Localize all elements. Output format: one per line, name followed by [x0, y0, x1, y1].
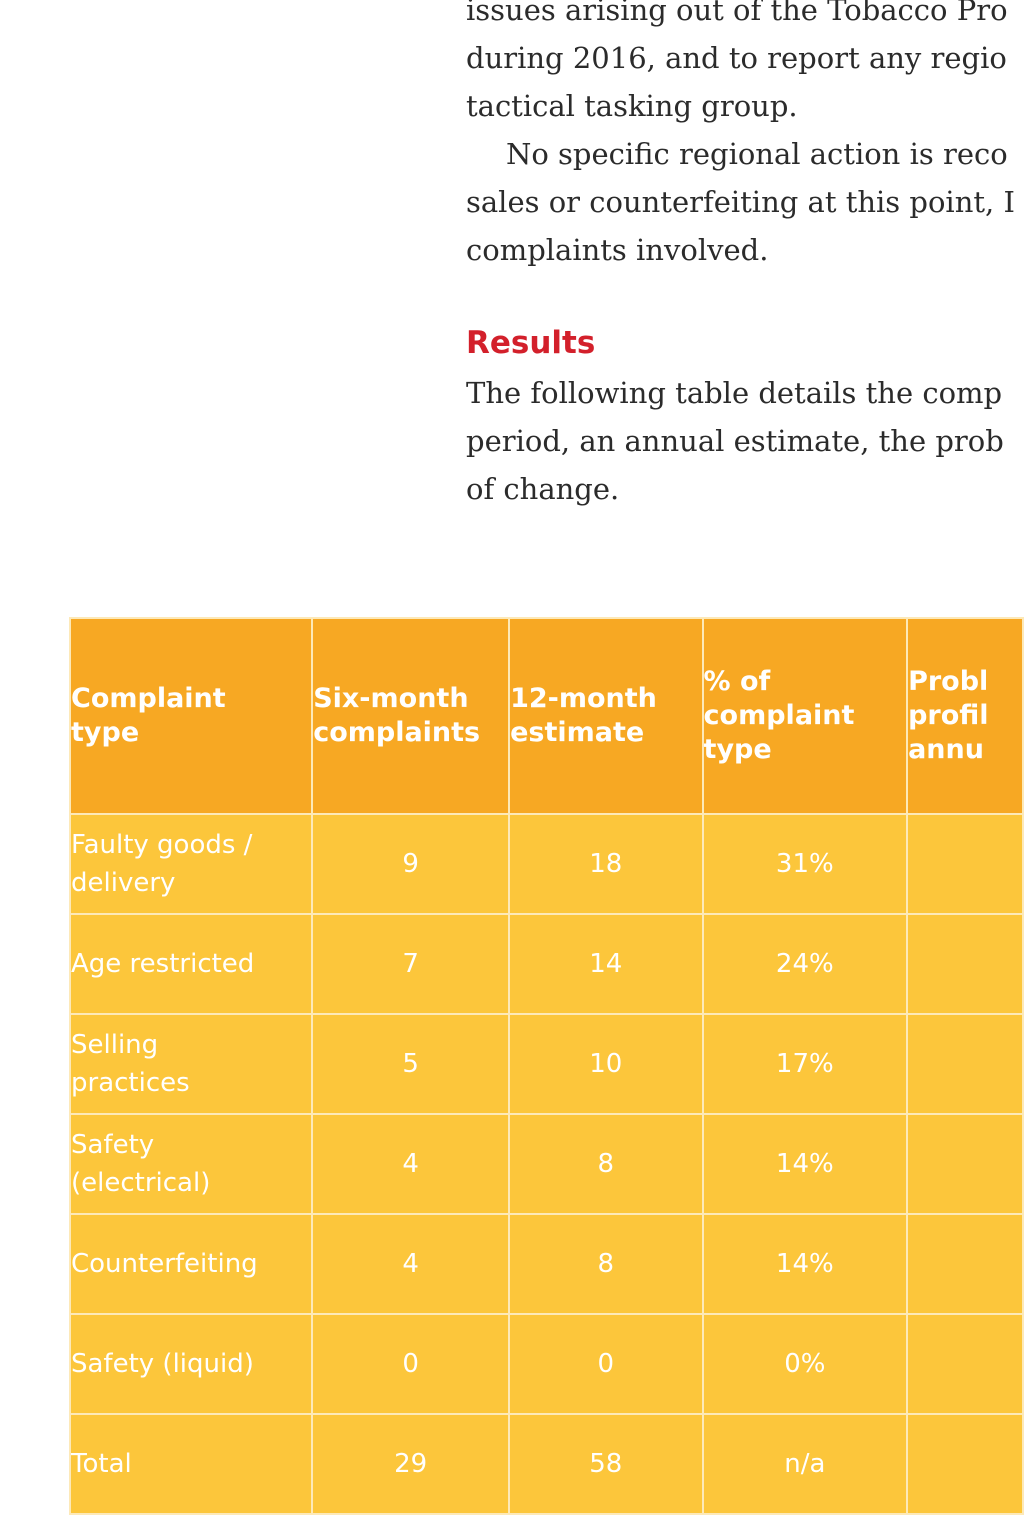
header-percent: % of complaint type	[701, 617, 909, 815]
cell-percent: 14%	[701, 1213, 909, 1315]
header-text: complaints	[313, 717, 481, 748]
header-text: estimate	[510, 717, 645, 748]
results-heading: Results	[466, 325, 596, 361]
cell-problem-profile	[906, 813, 1024, 915]
cell-complaint-type: Safety (electrical)	[68, 1113, 314, 1215]
table-row: Age restricted 7 14 24%	[68, 913, 1024, 1015]
cell-percent: 17%	[701, 1013, 909, 1115]
paragraph-line: sales or counterfeiting at this point, I	[466, 185, 1015, 219]
cell-problem-profile	[906, 1413, 1024, 1515]
cell-percent: 0%	[701, 1313, 909, 1415]
cell-twelve-month: 0	[508, 1313, 704, 1415]
cell-text: Counterfeiting	[71, 1249, 258, 1279]
cell-percent: 31%	[701, 813, 909, 915]
cell-six-month: 9	[311, 813, 511, 915]
header-text: Six-month	[313, 683, 469, 714]
cell-text: Total	[71, 1449, 132, 1479]
cell-percent: 14%	[701, 1113, 909, 1215]
header-complaint-type: Complaint type	[68, 617, 314, 815]
complaints-table: Complaint type Six-month complaints 12-m…	[68, 617, 1024, 1515]
cell-text: practices	[71, 1068, 190, 1098]
cell-six-month: 0	[311, 1313, 511, 1415]
cell-problem-profile	[906, 1313, 1024, 1415]
header-twelve-month: 12-month estimate	[508, 617, 704, 815]
cell-complaint-type: Selling practices	[68, 1013, 314, 1115]
cell-text: delivery	[71, 868, 176, 898]
results-paragraph: The following table details the comp per…	[466, 369, 1004, 513]
paragraph-line: of change.	[466, 472, 620, 506]
cell-complaint-type: Age restricted	[68, 913, 314, 1015]
cell-percent: 24%	[701, 913, 909, 1015]
paragraph-line: during 2016, and to report any regio	[466, 41, 1007, 75]
paragraph-line: The following table details the comp	[466, 376, 1003, 410]
table-row: Total 29 58 n/a	[68, 1413, 1024, 1515]
table-row: Safety (liquid) 0 0 0%	[68, 1313, 1024, 1415]
header-text: type	[71, 717, 140, 748]
cell-complaint-type: Faulty goods / delivery	[68, 813, 314, 915]
cell-six-month: 5	[311, 1013, 511, 1115]
header-text: annu	[908, 734, 984, 765]
cell-twelve-month: 10	[508, 1013, 704, 1115]
cell-twelve-month: 18	[508, 813, 704, 915]
cell-complaint-type: Counterfeiting	[68, 1213, 314, 1315]
cell-text: Faulty goods /	[71, 830, 253, 860]
cell-six-month: 7	[311, 913, 511, 1015]
cell-text: Age restricted	[71, 949, 255, 979]
paragraph-line: complaints involved.	[466, 233, 769, 267]
table-row: Selling practices 5 10 17%	[68, 1013, 1024, 1115]
intro-paragraph: issues arising out of the Tobacco Pro du…	[466, 0, 1024, 274]
cell-twelve-month: 58	[508, 1413, 704, 1515]
cell-text: Safety (liquid)	[71, 1349, 254, 1379]
header-six-month: Six-month complaints	[311, 617, 511, 815]
cell-complaint-type: Safety (liquid)	[68, 1313, 314, 1415]
cell-twelve-month: 14	[508, 913, 704, 1015]
header-problem-profile: Probl profil annu	[906, 617, 1024, 815]
header-text: type	[703, 734, 772, 765]
paragraph-line: period, an annual estimate, the prob	[466, 424, 1004, 458]
header-text: Complaint	[71, 683, 226, 714]
cell-problem-profile	[906, 1113, 1024, 1215]
paragraph-line: issues arising out of the Tobacco Pro	[466, 0, 1008, 27]
table-row: Faulty goods / delivery 9 18 31%	[68, 813, 1024, 915]
table-row: Counterfeiting 4 8 14%	[68, 1213, 1024, 1315]
cell-percent: n/a	[701, 1413, 909, 1515]
table-row: Safety (electrical) 4 8 14%	[68, 1113, 1024, 1215]
header-text: % of	[703, 666, 771, 697]
header-text: 12-month	[510, 683, 657, 714]
table-header-row: Complaint type Six-month complaints 12-m…	[68, 617, 1024, 815]
cell-text: Safety	[71, 1130, 155, 1160]
cell-six-month: 4	[311, 1213, 511, 1315]
cell-problem-profile	[906, 1213, 1024, 1315]
header-text: complaint	[703, 700, 855, 731]
cell-six-month: 29	[311, 1413, 511, 1515]
cell-text: Selling	[71, 1030, 159, 1060]
cell-twelve-month: 8	[508, 1113, 704, 1215]
paragraph-line: tactical tasking group.	[466, 89, 798, 123]
header-text: Probl	[908, 666, 989, 697]
cell-six-month: 4	[311, 1113, 511, 1215]
header-text: profil	[908, 700, 989, 731]
cell-problem-profile	[906, 1013, 1024, 1115]
cell-complaint-type: Total	[68, 1413, 314, 1515]
cell-twelve-month: 8	[508, 1213, 704, 1315]
cell-text: (electrical)	[71, 1168, 211, 1198]
paragraph-line: No specific regional action is reco	[506, 137, 1008, 171]
cell-problem-profile	[906, 913, 1024, 1015]
